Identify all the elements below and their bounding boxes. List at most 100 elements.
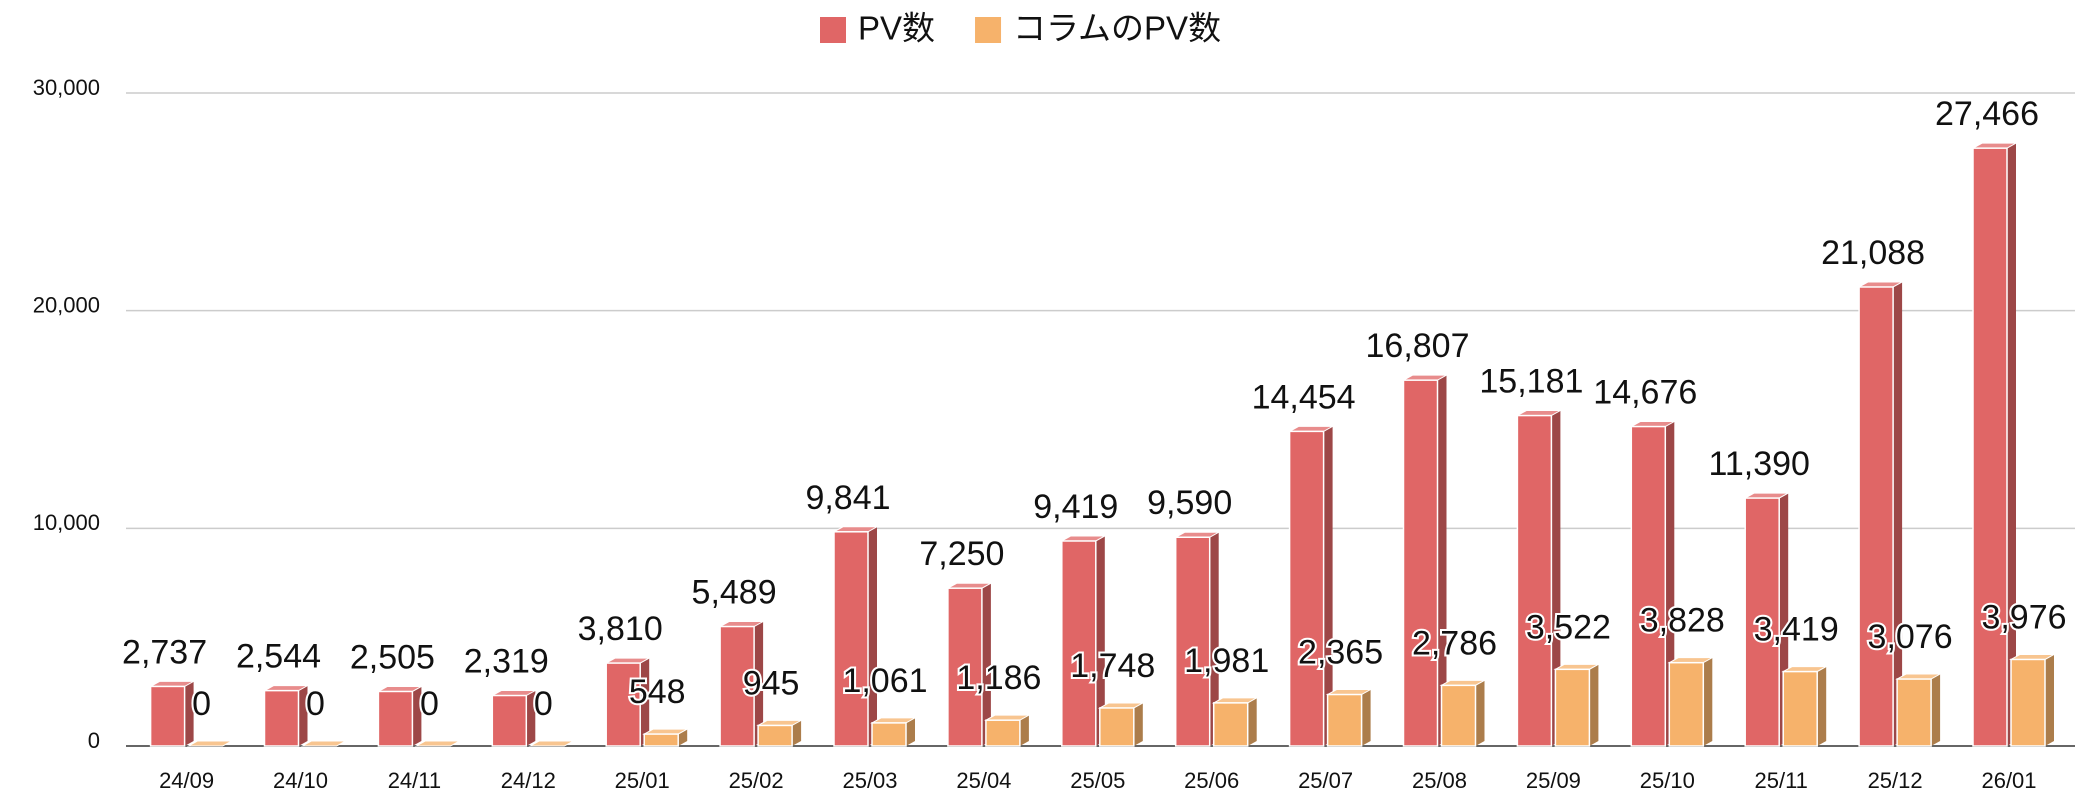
- bar-side: [1931, 674, 1941, 746]
- value-label: 0: [534, 685, 553, 723]
- bar-side: [2007, 143, 2016, 746]
- bar-front: [1972, 147, 2008, 747]
- bar-side: [2045, 654, 2054, 746]
- value-label: 2,786: [1412, 624, 1497, 662]
- bar: [1857, 281, 1905, 747]
- value-label: 548: [629, 673, 686, 711]
- bar-side: [1817, 666, 1827, 746]
- bar-side: [1437, 375, 1447, 746]
- bar-front: [1668, 661, 1705, 747]
- value-label: 9,590: [1147, 484, 1232, 522]
- bar-front: [263, 689, 300, 747]
- bar-side: [1703, 657, 1713, 746]
- value-label: 15,181: [1479, 363, 1583, 401]
- value-label: 3,810: [578, 610, 663, 648]
- bar-side: [1247, 697, 1257, 746]
- value-label: 2,365: [1298, 634, 1383, 672]
- value-label: 1,186: [956, 659, 1041, 697]
- bar-side: [1589, 664, 1599, 746]
- bar: [870, 717, 917, 747]
- legend-label: PV数: [858, 10, 935, 47]
- bar-front: [1554, 668, 1591, 747]
- bar: [1097, 702, 1145, 747]
- x-tick-label: 25/09: [1526, 768, 1581, 793]
- bar: [1287, 425, 1335, 747]
- bar: [642, 728, 690, 747]
- bar-side: [184, 681, 194, 746]
- value-label: 0: [306, 685, 325, 723]
- bar-front: [1782, 670, 1818, 747]
- value-label: 2,544: [236, 638, 321, 676]
- bar-front: [947, 587, 983, 747]
- value-label: 0: [192, 685, 211, 723]
- value-label: 945: [743, 664, 800, 702]
- value-label: 11,390: [1708, 445, 1809, 483]
- bar: [756, 719, 804, 747]
- bar: [1971, 142, 2018, 747]
- bar: [1667, 657, 1715, 747]
- bar: [300, 740, 348, 747]
- x-tick-label: 25/11: [1754, 768, 1807, 793]
- bar: [2009, 653, 2056, 747]
- value-label: 5,489: [692, 574, 777, 612]
- bar-top: [300, 740, 348, 747]
- value-label: 0: [420, 685, 439, 723]
- bar-front: [1858, 286, 1894, 747]
- y-tick-label: 10,000: [33, 510, 100, 535]
- bar: [1895, 673, 1943, 747]
- y-tick-label: 0: [88, 728, 100, 753]
- bar-side: [906, 717, 915, 746]
- bar-front: [1212, 702, 1249, 747]
- bar: [148, 680, 196, 747]
- value-label: 9,841: [805, 479, 890, 517]
- bar-front: [1896, 678, 1932, 747]
- bar: [718, 621, 766, 747]
- bar-side: [1323, 426, 1333, 746]
- bar-side: [1893, 281, 1903, 746]
- x-tick-label: 25/04: [956, 768, 1011, 793]
- x-tick-label: 24/10: [273, 768, 328, 793]
- bar: [376, 685, 424, 747]
- x-tick-label: 25/06: [1184, 768, 1239, 793]
- bar-front: [871, 722, 907, 747]
- x-tick-label: 25/02: [729, 768, 784, 793]
- bar-front: [491, 694, 528, 747]
- bar-side: [1475, 680, 1485, 746]
- bar-front: [1402, 379, 1439, 747]
- value-label: 3,076: [1868, 618, 1953, 656]
- bar: [490, 690, 538, 747]
- x-tick-label: 25/12: [1868, 768, 1923, 793]
- bar-front: [1061, 540, 1097, 747]
- value-label: 16,807: [1366, 327, 1470, 365]
- bar-front: [1099, 707, 1135, 747]
- value-label: 21,088: [1821, 234, 1925, 272]
- bar: [832, 526, 879, 747]
- x-tick-label: 25/07: [1298, 768, 1353, 793]
- bar-front: [1174, 536, 1211, 747]
- x-tick-label: 24/11: [388, 768, 441, 793]
- bar: [186, 740, 234, 747]
- bar-front: [1744, 497, 1780, 747]
- bar: [262, 685, 310, 747]
- x-tick-label: 24/09: [159, 768, 214, 793]
- value-label: 7,250: [919, 535, 1004, 573]
- bar: [1401, 374, 1449, 747]
- x-tick-label: 25/10: [1640, 768, 1695, 793]
- value-label: 3,828: [1640, 602, 1725, 640]
- bar-side: [526, 690, 536, 746]
- bar-side: [640, 658, 650, 746]
- bar-side: [754, 621, 764, 746]
- bar-side: [412, 686, 422, 746]
- value-label: 2,505: [350, 638, 435, 676]
- x-tick-label: 25/03: [842, 768, 897, 793]
- value-label: 3,522: [1526, 608, 1611, 646]
- bar: [1781, 666, 1829, 747]
- bar: [414, 740, 462, 747]
- bar-side: [1019, 715, 1029, 746]
- bar-front: [719, 625, 755, 747]
- y-tick-label: 30,000: [33, 75, 100, 100]
- bar-side: [981, 583, 991, 746]
- x-tick-label: 25/01: [615, 768, 670, 793]
- bar-front: [149, 685, 186, 747]
- bar-front: [1326, 693, 1363, 747]
